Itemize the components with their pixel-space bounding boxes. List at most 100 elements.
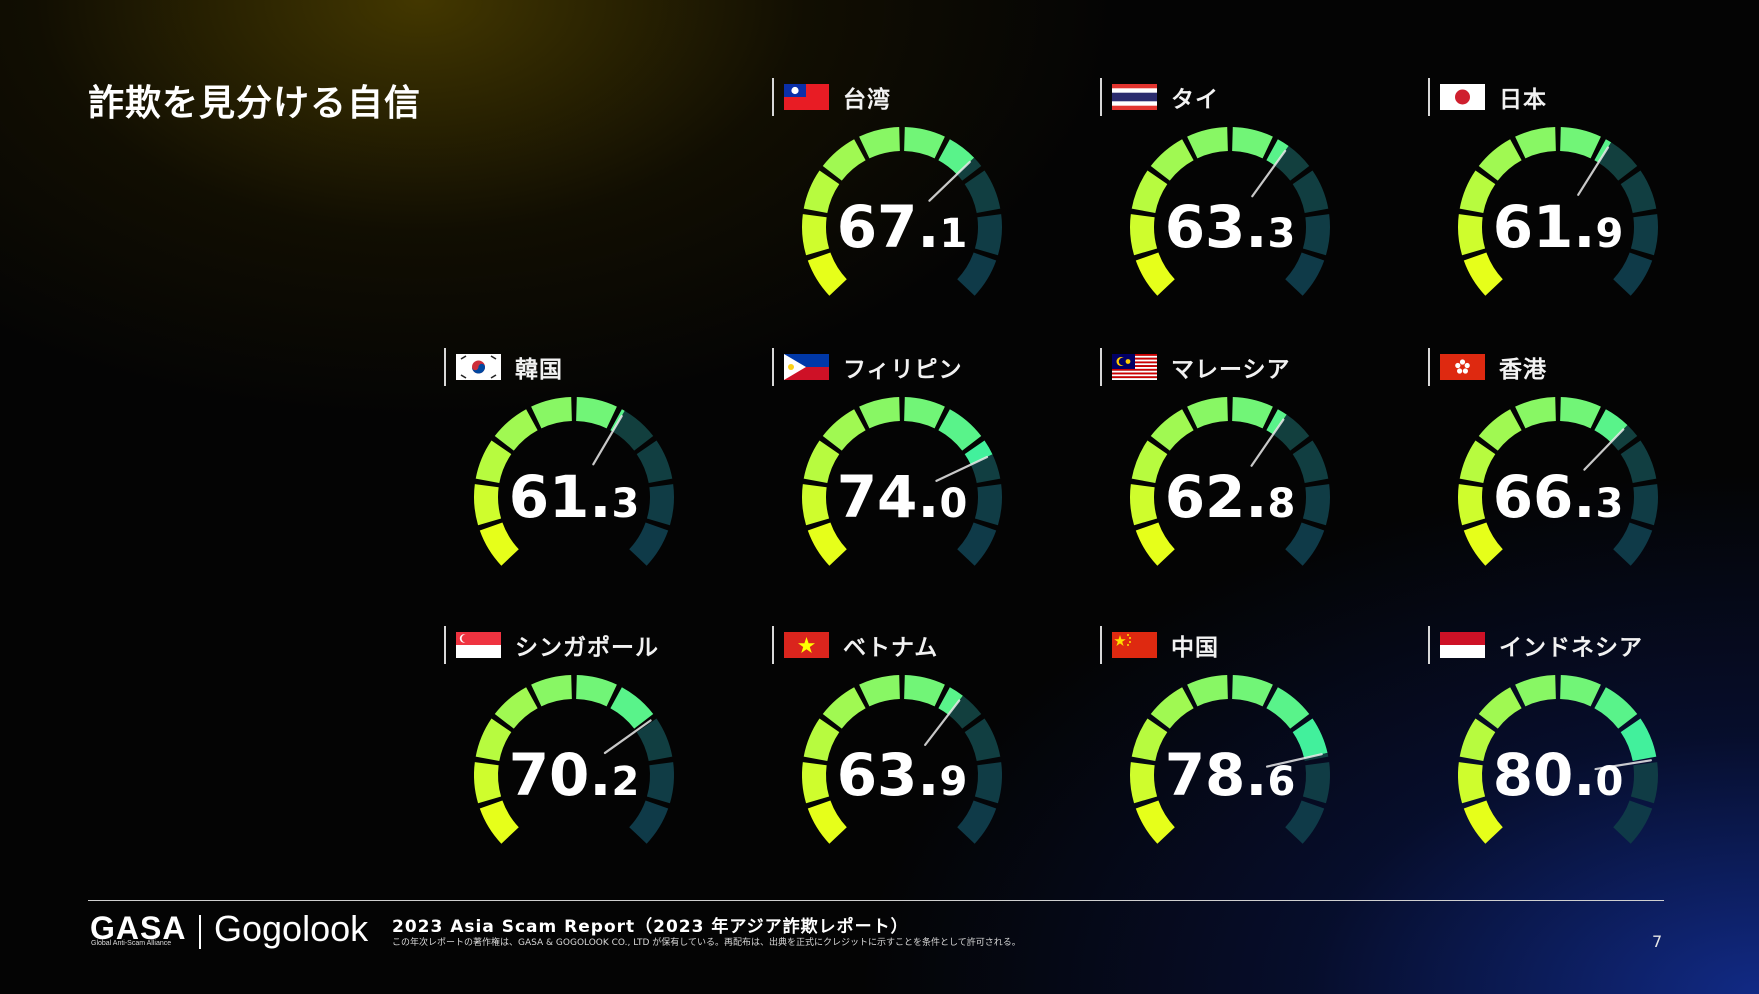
gauge-segment [807, 252, 847, 296]
gauge-segment [802, 484, 830, 526]
china-flag-icon [1112, 632, 1157, 658]
gauge-segment [1131, 170, 1168, 214]
gauge-segment [629, 522, 669, 566]
gauge-segment [1292, 440, 1329, 484]
gauge-segment [1463, 800, 1503, 844]
gauge-label: 香港 [1428, 348, 1547, 386]
thailand-flag-icon [1112, 84, 1157, 110]
page-number: 7 [1652, 932, 1663, 951]
gauge-segment [1620, 170, 1657, 214]
gauge-segment [475, 718, 512, 762]
gauge-needle [1583, 428, 1625, 471]
gauge-value-decimal: 1 [939, 211, 967, 257]
gauge-segment [822, 409, 866, 451]
gauge-value: 61.3 [509, 463, 640, 531]
gauge-segment [629, 800, 669, 844]
gauge-needle [1250, 418, 1285, 467]
gauge-segment [1131, 718, 1168, 762]
gauge-segment [1130, 762, 1158, 804]
copyright-notice: この年次レポートの著作権は、GASA & GOGOLOOK CO., LTD が… [392, 938, 1021, 948]
gauge-label: マレーシア [1100, 348, 1291, 386]
gauge-segment [964, 170, 1001, 214]
gauge-segment [904, 127, 945, 159]
gauge-value-decimal: 8 [1267, 481, 1295, 527]
gauge-value-int: 74. [837, 463, 940, 531]
taiwan-flag-icon [784, 84, 829, 110]
gauge-segment [1232, 127, 1273, 159]
gauge-segment [646, 762, 674, 804]
gasa-logo: GASA [90, 910, 187, 946]
gauge-card: インドネシア 80.0 [1428, 626, 1688, 886]
gauge-segment [938, 687, 963, 715]
gauge-needle [592, 414, 623, 466]
gauge-card: シンガポール 70.2 [444, 626, 704, 886]
country-name: 日本 [1499, 87, 1547, 113]
country-name: インドネシア [1499, 635, 1643, 661]
gauge-segment [1232, 397, 1273, 429]
gauge-segment [1458, 762, 1486, 804]
gauge-value-int: 80. [1493, 741, 1596, 809]
gauge-segment [1459, 440, 1496, 484]
gauge-chart: 63.9 [802, 675, 1002, 844]
gauge-segment [1150, 687, 1194, 729]
gauge-card: 韓国 61.3 [444, 348, 704, 608]
gauge-segment [822, 687, 866, 729]
gauge-segment [803, 170, 840, 214]
gauge-segment [1302, 484, 1330, 526]
gauge-segment [475, 440, 512, 484]
gauge-segment [957, 522, 997, 566]
gauge-value: 61.9 [1493, 193, 1624, 261]
gauge-segment [1459, 718, 1496, 762]
gauge-value-int: 63. [1165, 193, 1268, 261]
gauge-value: 63.3 [1165, 193, 1296, 261]
gauge-segment [1266, 139, 1289, 166]
gauge-segment [576, 397, 617, 429]
gauge-value-int: 78. [1165, 741, 1268, 809]
gauge-segment [964, 718, 1001, 762]
gauge-segment [531, 397, 572, 429]
country-name: マレーシア [1171, 357, 1291, 383]
japan-flag-icon [1440, 84, 1485, 110]
gauge-segment [974, 762, 1002, 804]
hongkong-flag-icon [1440, 354, 1485, 380]
gauge-label: インドネシア [1428, 626, 1643, 664]
gauge-segment [479, 800, 519, 844]
gauge-segment [1131, 440, 1168, 484]
gauge-segment [1135, 522, 1175, 566]
gauge-segment [576, 675, 617, 707]
gauge-value-decimal: 9 [939, 759, 967, 805]
gauge-segment [1598, 142, 1638, 181]
gauge-label: タイ [1100, 78, 1219, 116]
country-name: 韓国 [515, 357, 563, 383]
gauge-value: 66.3 [1493, 463, 1624, 531]
gauge-segment [636, 440, 673, 484]
singapore-flag-icon [456, 632, 501, 658]
gauge-value-int: 67. [837, 193, 940, 261]
gauge-segment [1560, 127, 1601, 159]
gauge-segment [1613, 252, 1653, 296]
gauge-segment [1187, 397, 1228, 429]
footer-divider [88, 900, 1664, 901]
gauge-chart: 78.6 [1130, 675, 1330, 844]
gauge-segment [803, 440, 840, 484]
gauge-value: 78.6 [1165, 741, 1296, 809]
gauge-value-decimal: 3 [1267, 211, 1295, 257]
gauge-segment [1620, 718, 1657, 762]
gauge-chart: 61.3 [474, 397, 674, 566]
gauge-value: 67.1 [837, 193, 968, 261]
gauge-segment [1458, 484, 1486, 526]
gauge-card: マレーシア 62.8 [1100, 348, 1360, 608]
gauge-segment [1463, 522, 1503, 566]
gauge-segment [1285, 800, 1325, 844]
gauge-value-decimal: 3 [611, 481, 639, 527]
gauge-segment [859, 127, 900, 159]
vietnam-flag-icon [784, 632, 829, 658]
gauge-segment [1515, 397, 1556, 429]
gauge-segment [1130, 484, 1158, 526]
gauge-segment [1130, 214, 1158, 256]
gauge-segment [646, 484, 674, 526]
gauge-chart: 62.8 [1130, 397, 1330, 566]
gauge-segment [1610, 425, 1638, 451]
gauge-card: 日本 61.9 [1428, 78, 1688, 338]
gauge-card: 香港 66.3 [1428, 348, 1688, 608]
